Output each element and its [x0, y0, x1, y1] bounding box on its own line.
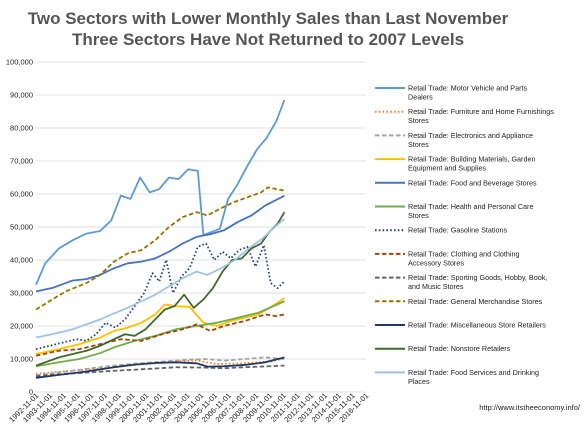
- series-line-1: [35, 357, 285, 375]
- legend-label-8: Retail Trade: Sporting Goods, Hobby, Boo…: [408, 273, 547, 291]
- y-tick-label: 30,000: [10, 289, 33, 298]
- y-tick-label: 60,000: [10, 190, 33, 199]
- legend-label-0: Retail Trade: Motor Vehicle and Parts Dea…: [408, 84, 527, 102]
- series-line-3: [35, 297, 285, 355]
- series-line-9: [35, 186, 285, 311]
- y-tick-label: 10,000: [10, 355, 33, 364]
- series-line-12: [35, 218, 286, 339]
- legend-label-4: Retail Trade: Food and Beverage Stores: [408, 178, 537, 187]
- legend-label-12: Retail Trade: Food Services and Drinking…: [408, 368, 539, 386]
- legend-label-10: Retail Trade: Miscellaneous Store Retail…: [408, 321, 546, 330]
- grid-layer: [36, 61, 366, 393]
- series-layer: [35, 99, 286, 379]
- y-tick-label: 90,000: [10, 91, 33, 100]
- series-line-7: [35, 313, 285, 357]
- legend-label-7: Retail Trade: Clothing and Clothing Acces…: [408, 249, 519, 267]
- y-tick-label: 0: [29, 388, 33, 397]
- y-axis-ticks: 0 10,000 20,000 30,000 40,000 50,000 60,000 70,…: [6, 58, 33, 397]
- source-credit: http://www.itstheeconomy.info/: [479, 403, 581, 412]
- legend-label-11: Retail Trade: Nonstore Retailers: [408, 344, 511, 353]
- x-axis-ticks: 1992-11-011993-11-011994-11-011995-11-01…: [7, 391, 370, 424]
- series-line-4: [35, 194, 285, 293]
- title-group: Two Sectors with Lower Monthly Sales tha…: [28, 9, 509, 49]
- y-tick-label: 20,000: [10, 322, 33, 331]
- series-line-5: [35, 300, 285, 368]
- series-line-0: [35, 99, 286, 286]
- legend: Retail Trade: Motor Vehicle and Parts Dea…: [375, 84, 554, 386]
- legend-label-9: Retail Trade: General Merchandise Stores: [408, 297, 543, 306]
- series-line-10: [35, 356, 285, 379]
- y-tick-label: 80,000: [10, 124, 33, 133]
- series-line-6: [35, 242, 286, 350]
- series-line-11: [35, 211, 286, 367]
- legend-label-5: Retail Trade: Health and Personal Care St…: [408, 202, 533, 220]
- legend-label-6: Retail Trade: Gasoline Stations: [408, 226, 507, 235]
- chart-subtitle: Three Sectors Have Not Returned to 2007 …: [72, 30, 464, 49]
- chart-title: Two Sectors with Lower Monthly Sales tha…: [28, 9, 509, 28]
- series-line-2: [35, 356, 285, 377]
- y-tick-label: 70,000: [10, 157, 33, 166]
- y-tick-label: 100,000: [6, 58, 33, 67]
- legend-label-2: Retail Trade: Electronics and Appliance S…: [408, 131, 533, 149]
- legend-label-1: Retail Trade: Furniture and Home Furnish…: [408, 107, 554, 125]
- legend-label-3: Retail Trade: Building Materials, Garden…: [408, 155, 535, 173]
- y-tick-label: 50,000: [10, 223, 33, 232]
- y-tick-label: 40,000: [10, 256, 33, 265]
